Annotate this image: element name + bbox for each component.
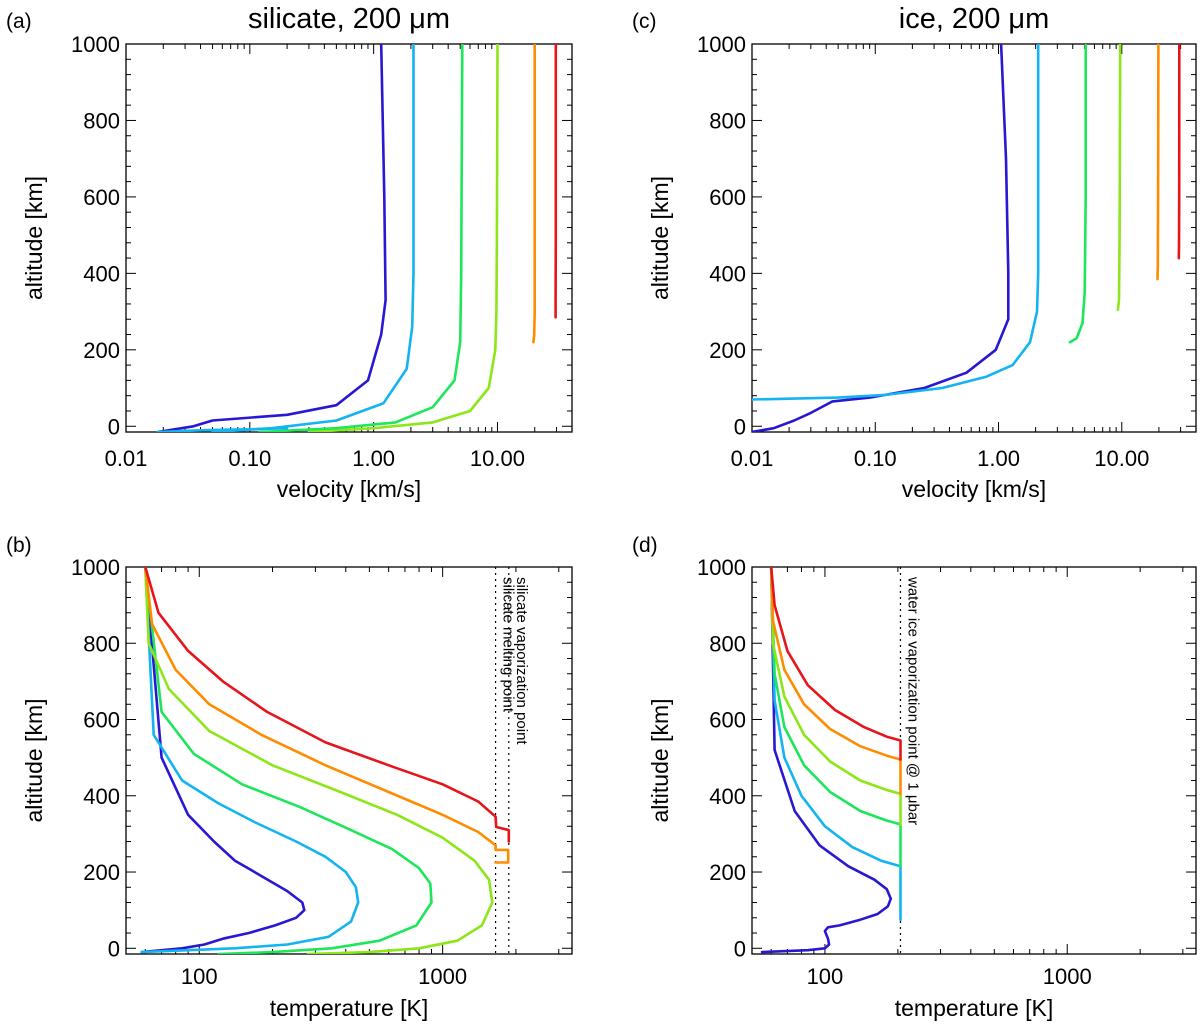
y-ticks: [126, 43, 572, 427]
panel-label: (b): [6, 534, 32, 557]
y-tick-label: 800: [709, 108, 746, 133]
series-line-orange: [1156, 44, 1160, 281]
x-tick-label: 1000: [418, 964, 467, 989]
y-tick-label: 0: [734, 936, 746, 961]
series-line-yellow-green: [769, 567, 902, 826]
series-group: [760, 567, 902, 954]
y-tick-label: 400: [709, 261, 746, 286]
y-tick-label: 400: [709, 784, 746, 809]
y-tick-label: 1000: [71, 555, 120, 580]
chart-title: ice, 200 μm: [899, 3, 1050, 35]
series-line-green: [258, 44, 464, 432]
x-tick-label: 0.10: [228, 446, 271, 471]
series-line-yellow-green: [307, 44, 499, 432]
series-group: [156, 44, 558, 432]
series-line-orange: [144, 567, 510, 864]
x-tick-label: 1000: [1043, 964, 1092, 989]
x-axis-label: velocity [km/s]: [902, 476, 1046, 502]
series-line-red: [769, 567, 902, 761]
chart-title: silicate, 200 μm: [248, 3, 450, 35]
panel-d: 100 1000 0 200 400 600 800 1000 temperature [K] a…: [632, 534, 1197, 1021]
series-line-orange: [769, 567, 902, 796]
x-axis-label: temperature [K]: [895, 995, 1054, 1021]
panel-label: (d): [632, 534, 658, 557]
y-tick-label: 600: [709, 185, 746, 210]
reference-line-label: water ice vaporization point @ 1 μbar: [904, 576, 921, 825]
x-tick-label: 0.01: [731, 446, 774, 471]
x-tick-label: 0.10: [854, 446, 897, 471]
panel-label: (c): [632, 10, 657, 33]
y-tick-label: 800: [709, 631, 746, 656]
y-tick-label: 1000: [697, 555, 746, 580]
series-line-red: [1177, 44, 1181, 260]
y-tick-label: 1000: [697, 32, 746, 57]
series-line-green: [144, 567, 433, 954]
series-line-sky-blue: [211, 44, 415, 432]
y-tick-label: 200: [709, 860, 746, 885]
y-tick-label: 0: [108, 414, 120, 439]
series-line-sky-blue: [140, 567, 360, 954]
panel-b: 100 1000 0 200 400 600 800 1000 temperature [K] a…: [6, 534, 573, 1021]
plot-frame: [751, 566, 1197, 955]
series-group: [752, 44, 1181, 432]
series-line-sky-blue-low: [156, 426, 289, 432]
x-axis-label: velocity [km/s]: [277, 476, 421, 502]
series-line-yellow-green: [1116, 44, 1122, 312]
y-ticks: [752, 566, 1196, 949]
x-axis-label: temperature [K]: [270, 995, 429, 1021]
y-tick-label: 200: [83, 338, 120, 363]
series-group: [140, 567, 511, 954]
x-tick-label: 10.00: [1094, 446, 1149, 471]
x-tick-label: 100: [181, 964, 218, 989]
y-tick-label: 800: [83, 108, 120, 133]
x-tick-label: 1.00: [977, 446, 1020, 471]
series-line-green: [769, 567, 902, 868]
x-tick-label: 10.00: [470, 446, 525, 471]
panel-a: 0.01 0.10 1.00 10.00 0 200 400 600 800 1000 veloci…: [6, 3, 573, 502]
plot-frame: [751, 43, 1197, 433]
x-tick-label: 100: [807, 964, 844, 989]
y-tick-label: 200: [83, 860, 120, 885]
y-tick-label: 0: [734, 414, 746, 439]
y-axis-label: altitude [km]: [647, 176, 673, 300]
y-axis-label: altitude [km]: [21, 176, 47, 300]
x-ticks: [751, 567, 1184, 954]
y-tick-label: 600: [83, 185, 120, 210]
y-tick-label: 600: [83, 708, 120, 733]
series-line-red: [144, 567, 511, 843]
series-line-green: [1068, 44, 1087, 344]
panel-label: (a): [6, 10, 32, 33]
series-line-sky-blue: [752, 44, 1040, 401]
x-ticks: [125, 567, 560, 954]
y-tick-label: 400: [83, 784, 120, 809]
y-axis-label: altitude [km]: [647, 699, 673, 823]
series-line-blue: [760, 567, 893, 954]
y-tick-label: 600: [709, 708, 746, 733]
series-line-blue: [752, 44, 1010, 432]
series-line-blue: [156, 44, 387, 432]
y-tick-label: 0: [108, 936, 120, 961]
x-ticks: [125, 44, 573, 432]
x-tick-label: 1.00: [352, 446, 395, 471]
y-tick-label: 400: [83, 261, 120, 286]
y-ticks: [126, 566, 572, 949]
series-line-blue: [140, 567, 306, 954]
y-tick-label: 800: [83, 631, 120, 656]
y-ticks: [752, 43, 1196, 427]
x-tick-label: 0.01: [105, 446, 148, 471]
reference-line-label: silicate vaporization point: [513, 577, 530, 745]
x-ticks: [751, 44, 1197, 432]
y-tick-label: 200: [709, 338, 746, 363]
y-tick-label: 1000: [71, 32, 120, 57]
y-axis-label: altitude [km]: [21, 699, 47, 823]
panel-c: 0.01 0.10 1.00 10.00 0 200 400 600 800 1000 veloci…: [632, 3, 1197, 502]
plot-frame: [125, 43, 573, 433]
series-line-sky-blue: [769, 567, 902, 922]
series-line-orange: [532, 44, 537, 344]
series-line-yellow-green: [144, 567, 494, 954]
reference-line-label: silicate melting point: [500, 577, 517, 713]
